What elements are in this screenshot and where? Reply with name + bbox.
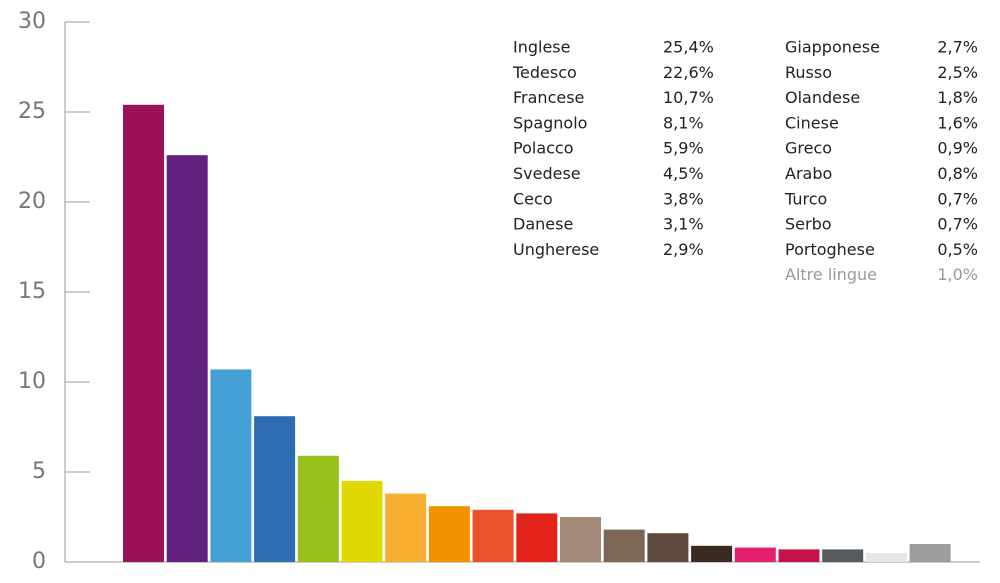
bar <box>385 493 427 562</box>
value-label: 10,7% <box>663 88 714 107</box>
value-label: 22,6% <box>663 63 714 82</box>
bar <box>778 549 820 562</box>
y-tick-label: 20 <box>18 189 46 214</box>
bar <box>865 553 907 562</box>
bar <box>210 369 252 562</box>
y-tick-label: 5 <box>32 459 46 484</box>
y-tick-label: 0 <box>32 549 46 574</box>
legend-label: Giapponese <box>785 38 880 57</box>
bar <box>647 533 689 562</box>
bar <box>123 104 164 563</box>
value-label: 2,5% <box>937 63 978 82</box>
legend-label: Altre lingue <box>785 265 877 284</box>
bar <box>691 545 733 562</box>
legend-label: Spagnolo <box>513 113 587 132</box>
legend-label: Francese <box>513 88 584 107</box>
legend-label: Olandese <box>785 88 860 107</box>
bar <box>297 455 339 562</box>
legend-label: Danese <box>513 215 573 234</box>
legend-label: Portoghese <box>785 240 875 259</box>
value-label: 1,8% <box>937 88 978 107</box>
legend-label: Arabo <box>785 164 832 183</box>
value-label: 4,5% <box>663 164 704 183</box>
value-label: 0,7% <box>937 215 978 234</box>
value-label: 25,4% <box>663 38 714 57</box>
legend-label: Turco <box>784 189 827 208</box>
value-label: 1,6% <box>937 113 978 132</box>
bar <box>428 506 470 562</box>
bar <box>822 549 864 562</box>
bar <box>166 155 208 562</box>
value-label: 5,9% <box>663 139 704 158</box>
legend-label: Svedese <box>513 164 581 183</box>
bar <box>341 481 383 562</box>
legend-label: Greco <box>785 139 832 158</box>
value-label: 3,1% <box>663 215 704 234</box>
value-label: 1,0% <box>937 265 978 284</box>
legend-label: Ungherese <box>513 240 599 259</box>
value-label: 8,1% <box>663 113 704 132</box>
bar <box>909 544 951 562</box>
bar <box>254 416 296 562</box>
bar <box>516 513 558 562</box>
legend-label: Ceco <box>513 189 553 208</box>
y-tick-label: 10 <box>18 369 46 394</box>
legend-label: Cinese <box>785 113 839 132</box>
y-tick-label: 15 <box>18 279 46 304</box>
value-label: 0,5% <box>937 240 978 259</box>
value-label: 0,9% <box>937 139 978 158</box>
value-label: 0,7% <box>937 189 978 208</box>
legend-label: Polacco <box>513 139 574 158</box>
y-tick-label: 25 <box>18 99 46 124</box>
value-label: 2,7% <box>937 38 978 57</box>
legend-label: Inglese <box>513 38 570 57</box>
value-label: 3,8% <box>663 189 704 208</box>
value-label: 0,8% <box>937 164 978 183</box>
value-label: 2,9% <box>663 240 704 259</box>
bar <box>560 517 601 562</box>
y-tick-label: 30 <box>18 9 46 34</box>
bar <box>734 547 776 562</box>
legend-label: Russo <box>785 63 832 82</box>
bar <box>603 529 645 562</box>
bar <box>472 509 514 562</box>
legend-label: Tedesco <box>512 63 577 82</box>
legend-label: Serbo <box>785 215 832 234</box>
